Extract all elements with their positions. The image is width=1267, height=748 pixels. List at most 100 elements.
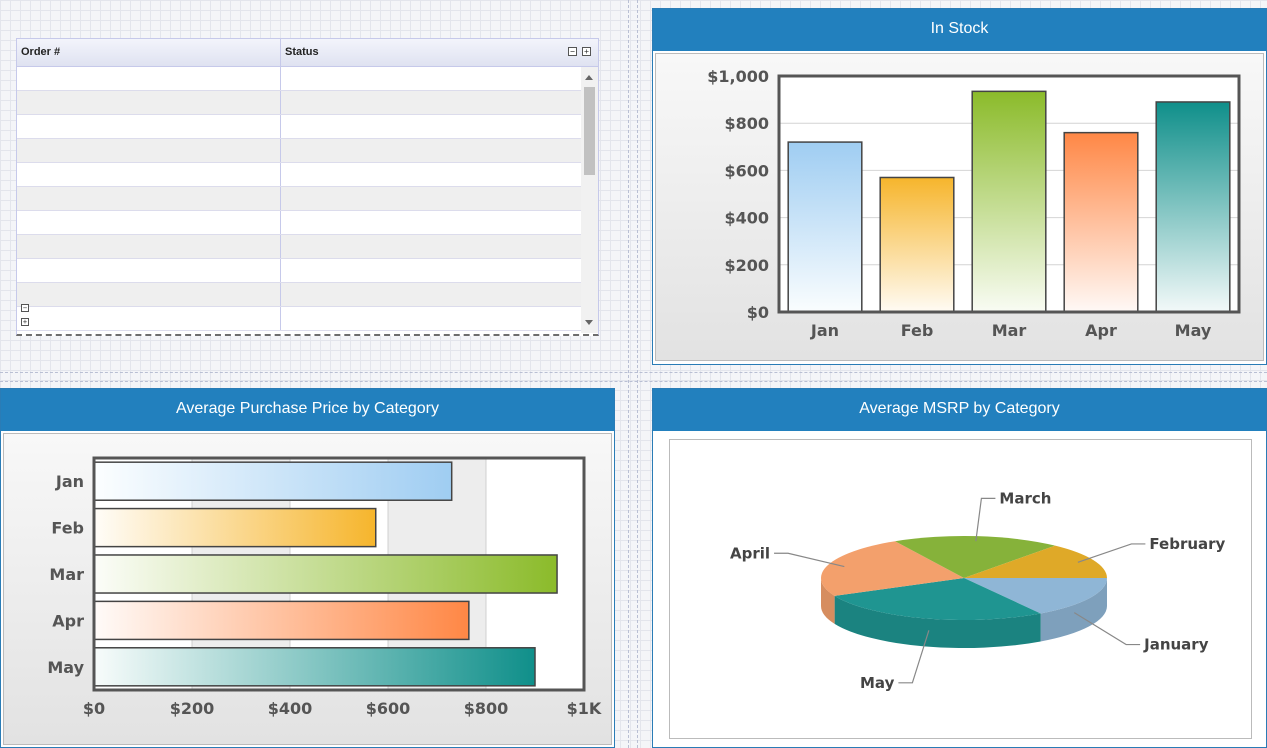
- x-tick-label: $800: [464, 699, 509, 718]
- column-header-status[interactable]: Status: [285, 46, 319, 58]
- table-row[interactable]: [17, 307, 581, 331]
- x-tick-label: $1K: [567, 699, 602, 718]
- table-row[interactable]: [17, 259, 581, 283]
- x-tick-label: May: [1175, 321, 1212, 340]
- collapse-icon[interactable]: −: [568, 47, 577, 56]
- cell-divider: [280, 187, 281, 210]
- cell-divider: [280, 91, 281, 114]
- panel-title: In Stock: [653, 9, 1266, 51]
- expand-icon[interactable]: +: [582, 47, 591, 56]
- scroll-thumb[interactable]: [584, 87, 595, 175]
- scroll-up-icon[interactable]: [585, 75, 593, 80]
- in-stock-panel: In Stock $0 $200 $400 $600 $800 $1,000 Jan Feb M…: [652, 8, 1267, 365]
- bar: [93, 461, 453, 501]
- bar: [1155, 101, 1231, 313]
- cell-divider: [280, 307, 281, 330]
- table-row[interactable]: [17, 139, 581, 163]
- cell-divider: [280, 283, 281, 306]
- plot-frame: [92, 456, 586, 692]
- slice-label: May: [860, 674, 895, 692]
- pie-slice: [964, 545, 1107, 578]
- x-tick-label: $200: [170, 699, 215, 718]
- pie-slice-side: [834, 595, 1041, 648]
- pie-slice: [834, 578, 1041, 620]
- pie-slice: [964, 578, 1107, 614]
- table-row[interactable]: [17, 235, 581, 259]
- cell-divider: [280, 211, 281, 234]
- pie-slice-side: [821, 578, 835, 624]
- pie-slice: [821, 541, 964, 596]
- x-tick-label: $0: [83, 699, 105, 718]
- bar: [787, 141, 863, 313]
- cell-divider: [280, 163, 281, 186]
- slice-label: January: [1143, 636, 1209, 654]
- y-tick-label: $200: [724, 256, 769, 275]
- table-row[interactable]: [17, 187, 581, 211]
- table-row[interactable]: [17, 115, 581, 139]
- grid-header: Order # Status − +: [17, 39, 598, 67]
- grid-scrollbar[interactable]: [581, 67, 598, 333]
- slice-label: February: [1149, 535, 1225, 553]
- x-tick-label: Feb: [901, 321, 934, 340]
- leader-line: [975, 497, 996, 542]
- column-divider: [628, 0, 638, 748]
- avg-msrp-panel: Average MSRP by Category January May April…: [652, 388, 1267, 748]
- bar: [1063, 131, 1139, 313]
- bar: [93, 507, 377, 548]
- column-header-order[interactable]: Order #: [17, 39, 281, 66]
- y-tick-label: $600: [724, 161, 769, 180]
- table-row[interactable]: [17, 211, 581, 235]
- bar: [971, 90, 1047, 313]
- avg-msrp-chart: January May April March February: [730, 489, 1226, 692]
- cell-divider: [280, 67, 281, 90]
- y-tick-label: May: [47, 658, 84, 677]
- in-stock-chart: $0 $200 $400 $600 $800 $1,000 Jan Feb Mar Apr May: [707, 67, 1241, 340]
- cell-divider: [280, 139, 281, 162]
- bar: [93, 647, 536, 687]
- y-tick-label: Feb: [51, 519, 84, 538]
- leader-line: [774, 552, 845, 568]
- in-stock-chart-area: $0 $200 $400 $600 $800 $1,000 Jan Feb Mar Apr May: [655, 53, 1264, 361]
- leader-line: [1073, 612, 1141, 646]
- cell-divider: [280, 235, 281, 258]
- slice-label: April: [730, 544, 770, 562]
- slice-label: March: [999, 489, 1051, 507]
- avg-msrp-chart-area: January May April March February: [669, 439, 1252, 739]
- pie-slice-side: [1040, 578, 1107, 642]
- y-tick-label: $0: [747, 303, 769, 322]
- x-tick-label: Jan: [810, 321, 839, 340]
- y-tick-label: $800: [724, 114, 769, 133]
- panel-title: Average MSRP by Category: [653, 389, 1266, 431]
- bar: [93, 554, 558, 594]
- plot-frame: [777, 74, 1241, 314]
- y-tick-label: Apr: [52, 611, 84, 630]
- row-expand-icon[interactable]: +: [21, 318, 29, 326]
- leader-line: [1077, 543, 1146, 563]
- orders-grid[interactable]: Order # Status − + − +: [16, 38, 599, 336]
- avg-purchase-panel: Average Purchase Price by Category $0 $20…: [0, 388, 615, 748]
- row-collapse-icon[interactable]: −: [21, 304, 29, 312]
- table-row[interactable]: [17, 283, 581, 307]
- y-tick-label: Jan: [55, 472, 84, 491]
- avg-purchase-chart-area: $0 $200 $400 $600 $800 $1K Jan Feb Mar Apr May: [3, 433, 612, 745]
- avg-purchase-chart: $0 $200 $400 $600 $800 $1K Jan Feb Mar Apr May: [47, 456, 602, 718]
- cell-divider: [280, 259, 281, 282]
- table-row[interactable]: [17, 67, 581, 91]
- x-tick-label: Apr: [1085, 321, 1117, 340]
- y-tick-label: $400: [724, 209, 769, 228]
- y-tick-label: $1,000: [707, 67, 769, 86]
- y-tick-label: Mar: [49, 565, 84, 584]
- panel-title: Average Purchase Price by Category: [1, 389, 614, 431]
- x-tick-label: Mar: [992, 321, 1027, 340]
- x-tick-label: $600: [366, 699, 411, 718]
- table-row[interactable]: [17, 91, 581, 115]
- cell-divider: [280, 115, 281, 138]
- pie-slice: [895, 536, 1056, 578]
- row-divider: [0, 372, 1267, 382]
- bar: [879, 176, 955, 313]
- table-row[interactable]: [17, 163, 581, 187]
- bar: [93, 600, 470, 641]
- x-tick-label: $400: [268, 699, 313, 718]
- leader-line: [898, 630, 930, 684]
- scroll-down-icon[interactable]: [585, 320, 593, 325]
